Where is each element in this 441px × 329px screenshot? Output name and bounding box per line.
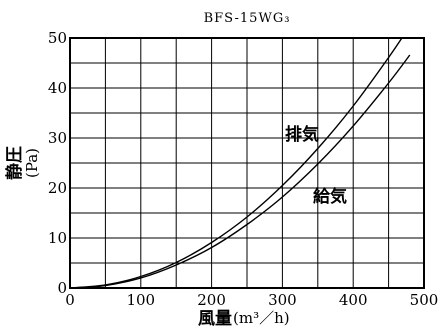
series-label-exhaust: 排気: [285, 124, 319, 145]
y-tick-label: 0: [57, 279, 67, 297]
series-line-supply: [70, 54, 411, 288]
grid: [70, 38, 424, 288]
y-axis-ticks: 0 10 20 30 40 50: [48, 29, 67, 297]
x-tick-label: 400: [339, 291, 368, 309]
y-tick-label: 40: [48, 79, 67, 97]
x-tick-label: 200: [197, 291, 226, 309]
series-lines: [70, 38, 411, 288]
y-axis-unit: (Pa): [23, 148, 41, 178]
y-axis-label: 静圧: [4, 146, 25, 180]
y-tick-label: 10: [48, 229, 67, 247]
x-tick-label: 500: [410, 291, 439, 309]
x-tick-label: 100: [126, 291, 155, 309]
x-tick-label: 300: [268, 291, 297, 309]
y-tick-label: 20: [48, 179, 67, 197]
x-axis-ticks: 0 100 200 300 400 500: [65, 291, 438, 309]
x-axis-label: 風量: [198, 308, 232, 329]
series-line-exhaust: [70, 38, 403, 288]
x-tick-label: 0: [65, 291, 75, 309]
y-tick-label: 50: [48, 29, 67, 47]
y-tick-label: 30: [48, 129, 67, 147]
chart-title: BFS-15WG₃: [204, 11, 291, 26]
x-axis-unit: (m³／h): [233, 309, 290, 327]
plot-frame: [69, 37, 425, 289]
series-label-supply: 給気: [313, 186, 347, 207]
